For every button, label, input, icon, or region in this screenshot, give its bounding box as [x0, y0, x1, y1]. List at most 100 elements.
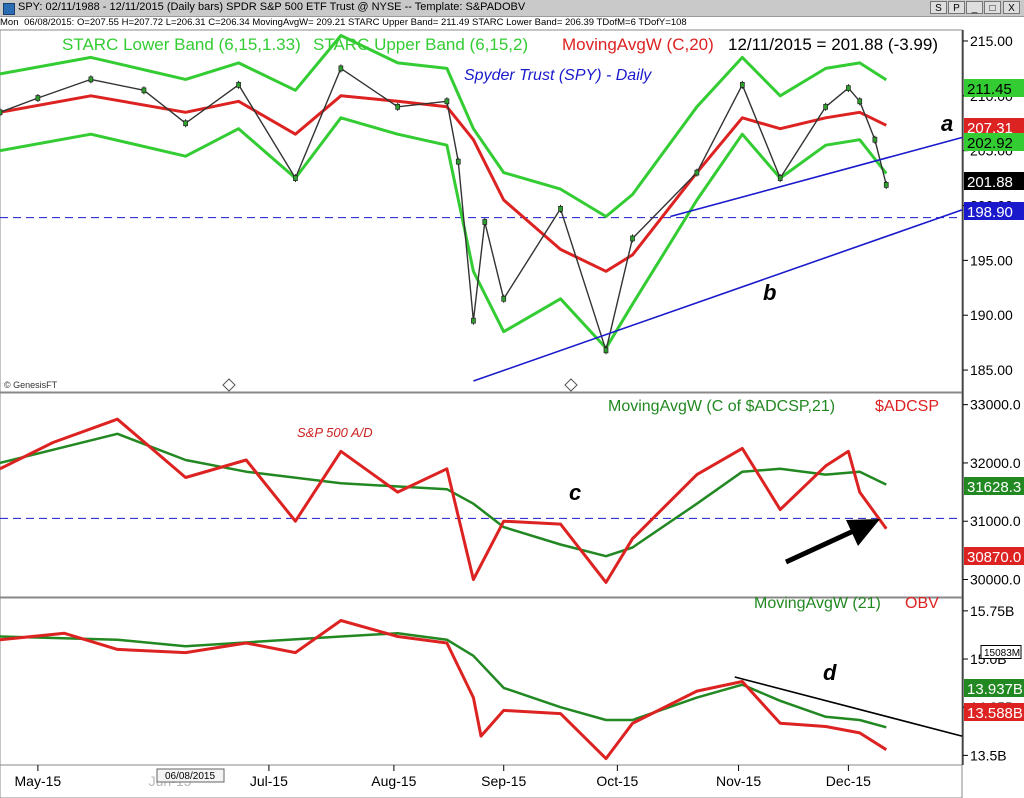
- title-bar: SPY: 02/11/1988 - 12/11/2015 (Daily bars…: [0, 0, 1024, 17]
- price-bar-body: [0, 109, 3, 116]
- y-tick-label: 215.00: [970, 33, 1013, 49]
- y-tick-label: 13.5B: [970, 747, 1007, 763]
- window-title: SPY: 02/11/1988 - 12/11/2015 (Daily bars…: [18, 1, 526, 13]
- price-bar-body: [236, 81, 241, 88]
- value-tag: [964, 118, 1024, 136]
- obv-line: [0, 619, 888, 761]
- legend-starc-upper: STARC Upper Band (6,15,2): [313, 35, 528, 54]
- price-bar-body: [444, 98, 450, 105]
- value-tag-label: 13.588B: [967, 705, 1023, 722]
- value-tag: [964, 703, 1024, 721]
- value-tag: [964, 133, 1024, 151]
- cursor-info-bar: Mon 06/08/2015: O=207.55 H=207.72 L=206.…: [0, 17, 1024, 28]
- price-moving-avg-line: [0, 94, 887, 273]
- cursor-values: 06/08/2015: O=207.55 H=207.72 L=206.31 C…: [24, 17, 687, 28]
- value-tag: [980, 645, 1022, 659]
- x-tick-label: Nov-15: [716, 773, 761, 789]
- y-tick-label: 33000.0: [970, 397, 1021, 413]
- cursor-date-box: [156, 768, 225, 783]
- price-bar-body: [395, 103, 401, 110]
- minimize-button[interactable]: _: [966, 1, 983, 14]
- price-bar-body: [455, 158, 461, 165]
- ad-line: [0, 417, 888, 584]
- price-bar-body: [777, 175, 783, 181]
- app-icon: [3, 3, 15, 15]
- price-bar-body: [293, 175, 298, 181]
- price-bar-body: [35, 95, 41, 101]
- value-tag-label: 30870.0: [967, 549, 1021, 566]
- value-tag: [964, 679, 1024, 697]
- value-tag-label: 13.937B: [967, 681, 1023, 698]
- obv-moving-avg-line: [0, 632, 887, 729]
- watermark-text: © GenesisFT: [4, 380, 58, 390]
- annotation-a: a: [941, 111, 953, 136]
- breakdown-arrow-head: [846, 519, 880, 546]
- panel-frame-obv: [0, 597, 963, 766]
- legend-ad-moving-avg: MovingAvgW (C of $ADCSP,21): [608, 398, 835, 415]
- symbol-button[interactable]: S: [930, 1, 947, 14]
- event-marker-icon: [222, 378, 236, 392]
- price-bar-body: [482, 219, 488, 225]
- price-bar-body: [739, 81, 745, 88]
- trendline-b: [473, 209, 963, 382]
- value-tag: [964, 79, 1024, 97]
- y-tick-label: 15.75B: [970, 603, 1014, 619]
- value-tag-label: 207.31: [967, 120, 1013, 137]
- price-bar-body: [694, 169, 700, 176]
- y-tick-label: 31000.0: [970, 513, 1021, 529]
- value-tag-label: 201.88: [967, 174, 1013, 191]
- ad-moving-avg-line: [0, 432, 887, 558]
- price-bar-body: [558, 205, 563, 212]
- x-tick-label: Aug-15: [371, 773, 416, 789]
- x-tick-label: Jul-15: [250, 773, 288, 789]
- annotation-b: b: [763, 280, 776, 305]
- cursor-date-label: 06/08/2015: [165, 771, 215, 782]
- close-button[interactable]: X: [1003, 1, 1020, 14]
- period-button[interactable]: P: [948, 1, 965, 14]
- value-tag-label: 31628.3: [967, 479, 1021, 496]
- price-subtitle: Spyder Trust (SPY) - Daily: [464, 67, 652, 84]
- price-bar-body: [338, 65, 344, 72]
- price-bar-body: [630, 235, 635, 242]
- value-tag-label: 211.45: [967, 81, 1012, 98]
- maximize-button[interactable]: □: [984, 1, 1001, 14]
- price-bar-body: [501, 295, 507, 302]
- legend-starc-lower: STARC Lower Band (6,15,1.33): [62, 35, 301, 54]
- x-tick-label: Oct-15: [596, 773, 638, 789]
- price-bar-body: [141, 87, 147, 94]
- trendline-d: [734, 676, 963, 737]
- starc-upper-band-line: [0, 34, 888, 218]
- legend-ad-symbol: $ADCSP: [875, 398, 939, 415]
- panel-frame-price: [0, 29, 963, 393]
- price-bar-body: [823, 103, 829, 110]
- cursor-day: Mon: [0, 17, 19, 28]
- breakdown-arrow-shaft: [784, 525, 862, 565]
- value-tag: [964, 547, 1024, 565]
- x-tick-label: Dec-15: [826, 773, 871, 789]
- price-bar-body: [857, 98, 863, 105]
- trendline-a: [670, 136, 963, 218]
- price-bar-body: [872, 136, 878, 143]
- value-tag-label: 202.92: [967, 135, 1013, 152]
- legend-last-value: 12/11/2015 = 201.88 (-3.99): [728, 35, 938, 54]
- price-bar-body: [88, 76, 94, 83]
- legend-moving-avg: MovingAvgW (C,20): [562, 35, 714, 54]
- annotation-c: c: [569, 480, 581, 505]
- value-tag-label: 15083M: [984, 648, 1020, 659]
- ad-subtitle: S&P 500 A/D: [297, 425, 373, 440]
- price-bar-body: [603, 347, 609, 354]
- legend-obv-moving-avg: MovingAvgW (21): [754, 595, 881, 612]
- y-tick-label: 30000.0: [970, 572, 1021, 588]
- x-tick-label: May-15: [15, 773, 62, 789]
- legend-obv-symbol: OBV: [905, 595, 939, 612]
- price-bar-body: [846, 85, 851, 91]
- price-bar-body: [883, 182, 889, 188]
- y-tick-label: 195.00: [970, 252, 1013, 268]
- value-tag-label: 198.90: [967, 204, 1013, 221]
- price-bar-body: [183, 120, 188, 127]
- value-tag: [964, 202, 1024, 220]
- y-tick-label: 190.00: [970, 307, 1013, 323]
- value-tag: [964, 172, 1024, 190]
